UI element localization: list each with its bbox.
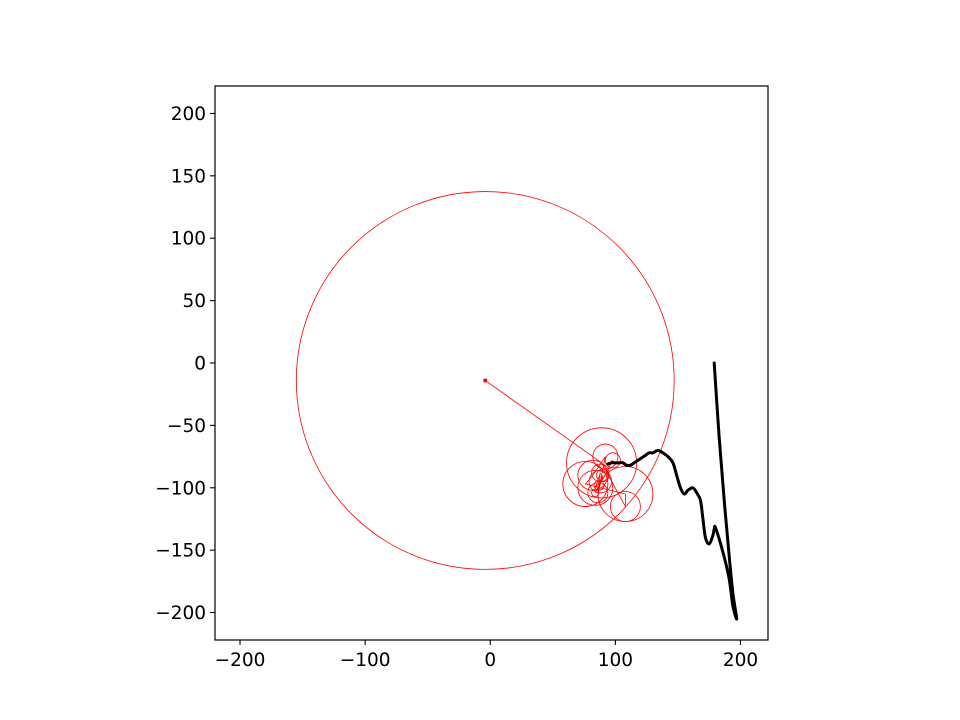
x-axis: −200 −100 0 100 200 <box>215 640 758 671</box>
x-tick-label-2: 0 <box>484 650 496 671</box>
epicycle-circle-14 <box>604 452 621 469</box>
x-tick-label-4: 200 <box>723 650 758 671</box>
y-tick-label-7: −150 <box>155 541 206 562</box>
epicycle-circle-8 <box>577 469 614 506</box>
y-tick-label-1: 150 <box>171 166 206 187</box>
y-tick-label-3: 50 <box>182 291 206 312</box>
y-tick-label-6: −100 <box>155 478 206 499</box>
epicycle-circle-0 <box>295 191 675 570</box>
epicycle-circle-4 <box>562 461 609 507</box>
epicycle-circle-3 <box>597 466 654 522</box>
y-tick-label-0: 200 <box>171 104 206 125</box>
y-tick-label-2: 100 <box>171 229 206 250</box>
y-tick-label-8: −200 <box>155 603 206 624</box>
epicycle-center-point <box>483 378 488 383</box>
axes-frame <box>214 85 769 641</box>
x-tick-label-1: −100 <box>340 650 391 671</box>
epicycle-circle-10 <box>587 482 609 504</box>
y-tick-label-4: 0 <box>194 354 206 375</box>
epicycle-connector-line <box>485 380 626 507</box>
y-tick-label-5: −50 <box>167 416 206 437</box>
y-axis: 200 150 100 50 0 −50 −100 −150 −200 <box>155 104 215 624</box>
x-tick-label-0: −200 <box>215 650 266 671</box>
plot-content <box>295 191 739 621</box>
x-tick-label-3: 100 <box>598 650 633 671</box>
traced-path-line <box>606 361 739 621</box>
epicycle-circle-13 <box>591 488 600 497</box>
